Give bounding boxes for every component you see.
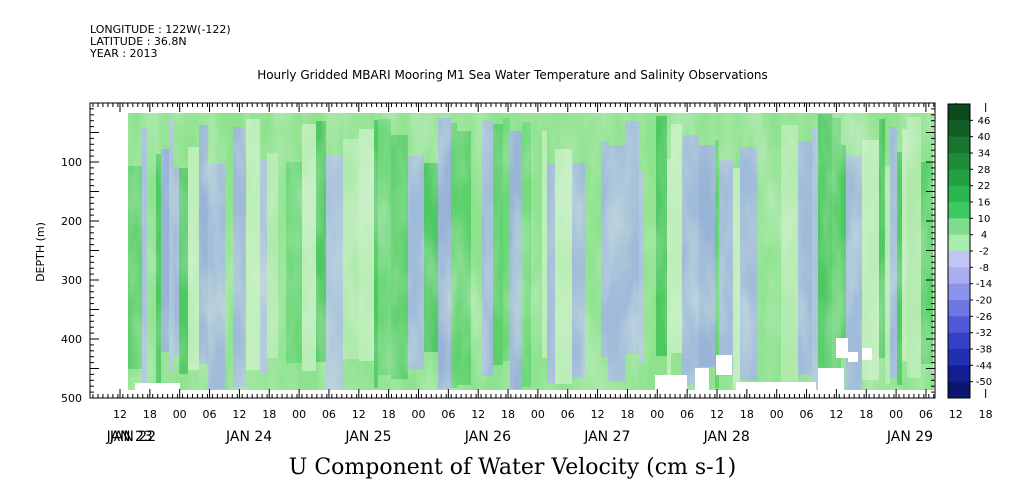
colorbar-label: 46 <box>978 116 991 127</box>
x-tick-label: 06 <box>203 408 217 421</box>
x-tick-label: 06 <box>800 408 814 421</box>
x-tick-label: 00 <box>770 408 784 421</box>
x-tick-label: 18 <box>262 408 276 421</box>
colorbar-swatch <box>948 251 970 268</box>
colorbar-swatch <box>948 349 970 366</box>
colorbar-swatch <box>948 153 970 170</box>
colorbar-label: -32 <box>976 328 992 339</box>
colorbar-label: 34 <box>978 149 991 160</box>
x-tick-label: 12 <box>591 408 605 421</box>
x-tick-label: 12 <box>471 408 485 421</box>
metadata-block: LONGITUDE : 122W(-122) LATITUDE : 36.8N … <box>90 24 231 60</box>
x-date-label: JAN 29 <box>886 429 933 445</box>
colorbar-label: 10 <box>978 214 991 225</box>
colorbar-swatch <box>948 136 970 154</box>
x-tick-label: 12 <box>352 408 366 421</box>
colorbar-label: 4 <box>981 230 987 241</box>
colorbar-label: 16 <box>978 198 991 209</box>
colorbar-label: -50 <box>976 377 992 388</box>
colorbar-swatch <box>948 316 970 334</box>
colorbar-swatch <box>948 120 970 138</box>
x-date-label: JAN 26 <box>464 429 511 445</box>
colorbar-swatch <box>948 218 970 236</box>
x-tick-label: 12 <box>829 408 843 421</box>
colorbar-swatch <box>948 185 970 203</box>
x-date-label: JAN 28 <box>703 429 750 445</box>
x-tick-label: 18 <box>740 408 754 421</box>
x-date-label: JAN 23 <box>106 429 153 445</box>
x-tick-label: 18 <box>859 408 873 421</box>
colorbar-swatch <box>948 283 970 301</box>
x-date-label: JAN 25 <box>344 429 391 445</box>
colorbar-swatch <box>948 104 970 121</box>
x-tick-label: 00 <box>173 408 187 421</box>
colorbar-label: -8 <box>979 263 989 274</box>
x-tick-label: 18 <box>979 408 993 421</box>
plot-area <box>128 113 934 390</box>
y-tick-label: 200 <box>61 215 82 228</box>
colorbar-label: 40 <box>978 132 991 143</box>
x-axis-title: U Component of Water Velocity (cm s-1) <box>288 455 737 480</box>
x-tick-label: 18 <box>382 408 396 421</box>
colorbar-swatch <box>948 202 970 219</box>
colorbar-label: 22 <box>978 181 991 192</box>
x-tick-label: 00 <box>292 408 306 421</box>
x-date-label: JAN 24 <box>225 429 272 445</box>
colorbar-label: 28 <box>978 165 991 176</box>
y-axis-label: DEPTH (m) <box>34 222 47 282</box>
x-tick-label: 12 <box>710 408 724 421</box>
colorbar-label: -44 <box>976 361 992 372</box>
x-date-label: JAN 27 <box>583 429 630 445</box>
colorbar: 46 40 34 28 22 16 10 4 -2 -8 -14 -20 -26 -32 -38 -44 -50 <box>947 103 992 399</box>
colorbar-label: -14 <box>976 279 992 290</box>
x-tick-label: 00 <box>531 408 545 421</box>
x-tick-label: 12 <box>232 408 246 421</box>
x-tick-label: 18 <box>143 408 157 421</box>
x-tick-label: 18 <box>620 408 634 421</box>
latitude-label: LATITUDE : 36.8N <box>90 35 187 48</box>
x-tick-label: 12 <box>949 408 963 421</box>
y-tick-label: 400 <box>61 333 82 346</box>
y-tick-label: 100 <box>61 156 82 169</box>
x-tick-label: 06 <box>561 408 575 421</box>
year-label: YEAR : 2013 <box>90 47 158 60</box>
x-tick-label: 06 <box>919 408 933 421</box>
x-tick-label: 00 <box>889 408 903 421</box>
x-tick-label: 12 <box>113 408 127 421</box>
colorbar-label: -2 <box>979 247 989 258</box>
colorbar-swatch <box>948 267 970 285</box>
x-tick-label: 00 <box>650 408 664 421</box>
y-tick-label: 500 <box>61 392 82 405</box>
colorbar-label: -20 <box>976 296 992 307</box>
chart-title: Hourly Gridded MBARI Mooring M1 Sea Wate… <box>257 68 768 82</box>
colorbar-swatch <box>948 234 970 252</box>
colorbar-swatch <box>948 332 970 350</box>
x-tick-label: 06 <box>680 408 694 421</box>
x-date-label: JAN 22 <box>109 429 156 445</box>
x-tick-label: 06 <box>322 408 336 421</box>
colorbar-swatch <box>948 381 970 399</box>
colorbar-swatch <box>948 365 970 383</box>
colorbar-swatch <box>948 300 970 317</box>
x-tick-label: 00 <box>412 408 426 421</box>
x-tick-label: 18 <box>501 408 515 421</box>
x-tick-label: 06 <box>441 408 455 421</box>
y-tick-label: 300 <box>61 274 82 287</box>
colorbar-label: -38 <box>976 345 992 356</box>
colorbar-swatch <box>948 169 970 187</box>
longitude-label: LONGITUDE : 122W(-122) <box>90 23 231 36</box>
colorbar-label: -26 <box>976 312 992 323</box>
